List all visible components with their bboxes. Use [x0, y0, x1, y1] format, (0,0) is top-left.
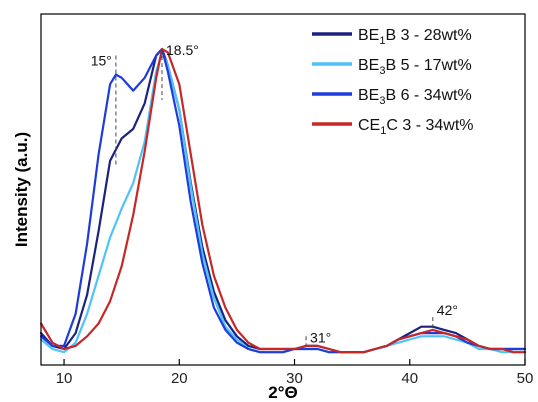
- legend-label: CE1C 3 - 34wt%: [358, 117, 474, 137]
- legend: BE1B 3 - 28wt% BE3B 5 - 17wt% BE3B 6 - 34w…: [312, 27, 474, 137]
- legend-label: BE1B 3 - 28wt%: [358, 27, 472, 47]
- legend-label: BE3B 5 - 17wt%: [358, 57, 472, 77]
- x-tick-label: 40: [401, 370, 418, 387]
- peak-label: 18.5°: [166, 42, 199, 58]
- x-tick-label: 30: [286, 370, 303, 387]
- y-axis-title: Intensity (a.u.): [12, 132, 31, 247]
- series-line-4: [39, 48, 527, 354]
- plot-area: [39, 48, 527, 354]
- legend-label: BE3B 6 - 34wt%: [358, 87, 472, 107]
- plot-frame: [40, 13, 526, 366]
- peak-label: 15°: [91, 52, 112, 68]
- x-axis-title: 2°Θ: [268, 383, 297, 402]
- peak-annotations: 15° 18.5° 31° 42°: [91, 42, 458, 346]
- x-tick-label: 20: [171, 370, 188, 387]
- x-tick-label: 10: [56, 370, 73, 387]
- x-axis-ticks: 10 20 30 40 50: [56, 359, 534, 387]
- peak-label: 42°: [437, 302, 458, 318]
- x-tick-label: 50: [517, 370, 534, 387]
- peak-label: 31°: [310, 329, 331, 345]
